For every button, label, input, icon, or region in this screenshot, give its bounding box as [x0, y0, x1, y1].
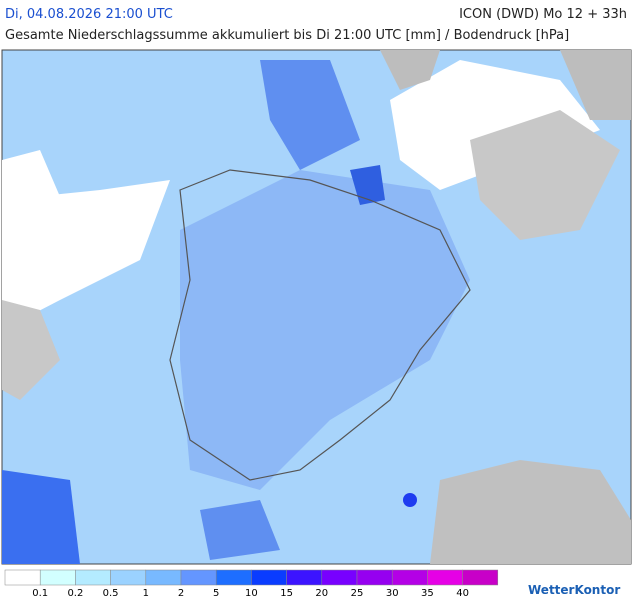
land-gray — [380, 50, 440, 90]
england-gray — [2, 300, 60, 400]
germany-border — [169, 169, 471, 481]
legend: 0.1 0.2 0.5 1 2 5 10 15 20 25 30 35 40 — [4, 569, 499, 599]
legend-label: 0.5 — [103, 588, 119, 599]
legend-label: 5 — [213, 588, 219, 599]
legend-swatch — [215, 569, 252, 586]
alps-gray — [430, 460, 631, 564]
heavy-precip — [350, 165, 385, 205]
legend-label: 35 — [421, 588, 434, 599]
legend-label: 20 — [315, 588, 328, 599]
legend-label: 1 — [143, 588, 149, 599]
legend-swatch — [145, 569, 182, 586]
legend-label: 25 — [351, 588, 364, 599]
sweden — [560, 50, 631, 120]
legend-swatch — [391, 569, 428, 586]
brand-logo: WetterKontor — [528, 583, 620, 597]
model-run: ICON (DWD) Mo 12 + 33h — [459, 7, 627, 22]
legend-label: 15 — [280, 588, 293, 599]
poland-gray — [470, 110, 620, 240]
legend-label: 2 — [178, 588, 184, 599]
legend-swatch — [251, 569, 287, 586]
legend-swatch — [75, 569, 111, 586]
denmark-precip — [260, 60, 360, 170]
legend-label: 0.1 — [32, 588, 48, 599]
legend-swatch — [180, 569, 217, 586]
legend-swatch — [286, 569, 323, 586]
legend-label: 10 — [245, 588, 258, 599]
alps-precip — [200, 500, 280, 560]
legend-swatch — [321, 569, 358, 586]
map-subtitle: Gesamte Niederschlagssumme akkumuliert b… — [5, 28, 569, 43]
map — [1, 49, 632, 565]
legend-label: 0.2 — [67, 588, 83, 599]
legend-swatch — [356, 569, 393, 586]
france-heavy-precip — [2, 470, 80, 564]
north-sea — [2, 180, 170, 300]
legend-swatch — [427, 569, 463, 586]
baltic-sea — [390, 60, 600, 190]
legend-swatch — [39, 569, 76, 586]
precip-cell — [403, 493, 417, 507]
legend-label: 30 — [386, 588, 399, 599]
forecast-time: Di, 04.08.2026 21:00 UTC — [5, 7, 173, 22]
legend-swatch — [462, 569, 499, 586]
legend-label: 40 — [456, 588, 469, 599]
legend-swatch — [110, 569, 147, 586]
legend-swatch — [4, 569, 41, 586]
germany-precip — [180, 170, 470, 490]
